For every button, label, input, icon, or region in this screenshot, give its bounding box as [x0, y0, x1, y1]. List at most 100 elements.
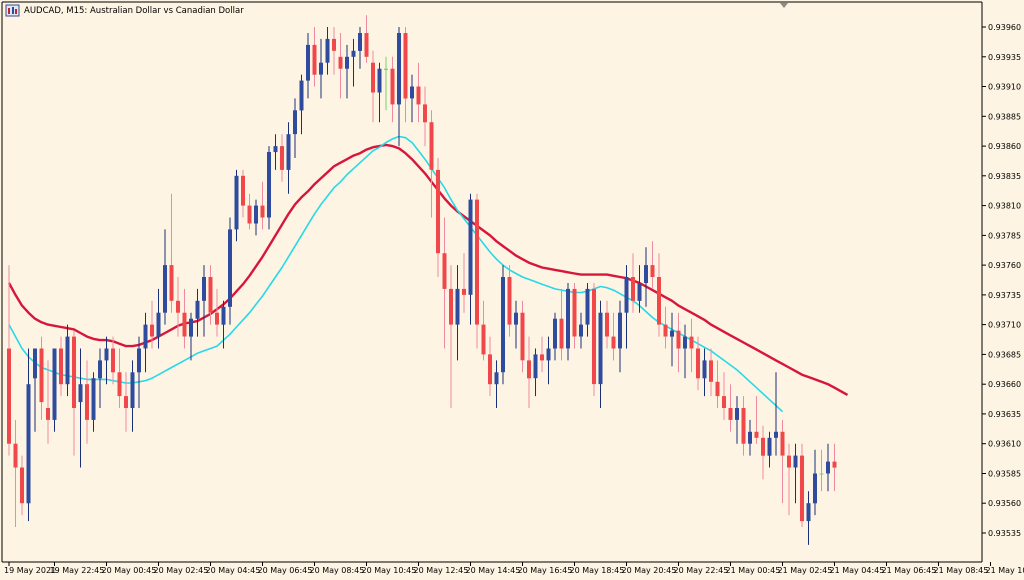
candle	[124, 372, 128, 432]
candle-body	[572, 288, 577, 337]
candle	[72, 330, 76, 456]
candle-body	[59, 348, 63, 385]
price-axis: 0.93960 0.93935 0.93910 0.93885 0.93860 0.938…	[982, 23, 1021, 538]
candle-body	[481, 324, 486, 355]
time-tick-label: 20 May 02:45	[154, 566, 209, 575]
candle	[325, 27, 330, 75]
candle-body	[767, 437, 772, 456]
candle	[410, 74, 414, 123]
candle-body	[644, 265, 648, 283]
chart-shift-marker[interactable]	[780, 3, 788, 8]
candle-body	[442, 253, 447, 289]
candle	[527, 336, 531, 408]
candle-body	[208, 277, 213, 313]
candle	[286, 122, 291, 194]
candle-body	[676, 330, 681, 349]
candle-body	[111, 348, 115, 373]
price-tick-label: 0.93810	[988, 202, 1021, 211]
candle	[650, 241, 655, 289]
candle-body	[787, 455, 791, 468]
candle-body	[657, 277, 661, 325]
time-tick-label: 20 May 08:45	[310, 566, 365, 575]
price-tick-label: 0.93760	[988, 261, 1021, 270]
candle-body	[728, 408, 733, 420]
candle-body	[293, 110, 297, 135]
price-tick-label: 0.93535	[988, 529, 1021, 538]
candle-body	[156, 312, 161, 337]
candle	[189, 312, 193, 361]
candle-body	[332, 38, 336, 51]
candle-body	[325, 38, 330, 63]
candle	[663, 306, 668, 349]
candle	[13, 419, 18, 527]
candle	[481, 300, 486, 361]
time-tick-label: 19 May 22:45	[50, 566, 105, 575]
candle	[319, 38, 323, 99]
candle-body	[345, 56, 349, 69]
candle-body	[78, 384, 83, 403]
time-tick-label: 20 May 10:45	[362, 566, 417, 575]
candles	[7, 15, 837, 545]
candle	[748, 419, 752, 456]
candle	[494, 360, 499, 408]
candle	[722, 372, 726, 420]
candle-body	[319, 62, 323, 75]
candle-body	[468, 199, 473, 295]
candle-body	[436, 169, 440, 254]
candle-body	[475, 199, 479, 325]
candle	[260, 181, 265, 230]
candle	[267, 146, 271, 230]
candle-body	[559, 318, 564, 349]
time-tick-label: 21 May 08:45	[934, 566, 989, 575]
candle-body	[423, 104, 427, 123]
candle	[358, 27, 362, 69]
candle-body	[618, 312, 622, 349]
candle-body	[696, 348, 700, 379]
candle	[65, 324, 70, 397]
price-tick-label: 0.93735	[988, 291, 1021, 300]
candle-body	[176, 300, 180, 313]
candle	[826, 443, 830, 492]
time-tick-label: 20 May 22:45	[674, 566, 729, 575]
candle	[384, 56, 388, 111]
candle	[670, 312, 674, 367]
candle-body	[202, 277, 206, 301]
candle	[735, 396, 739, 444]
candle-body	[540, 354, 544, 361]
candle-body	[65, 336, 70, 385]
price-tick-label: 0.93560	[988, 499, 1021, 508]
candle-body	[585, 288, 590, 325]
candle	[787, 443, 791, 516]
candle-body	[650, 265, 655, 277]
candle	[754, 396, 759, 444]
candle-body	[455, 288, 460, 325]
candle-body	[364, 33, 369, 57]
price-tick-label: 0.93635	[988, 410, 1021, 419]
candle	[585, 283, 590, 337]
price-tick-label: 0.93835	[988, 172, 1021, 181]
candle-body	[72, 336, 76, 408]
candle	[20, 455, 24, 516]
candle-body	[104, 348, 109, 361]
candle-body	[403, 33, 408, 99]
candle	[715, 360, 720, 408]
candle	[280, 134, 284, 182]
candle	[299, 74, 304, 135]
candle	[351, 38, 356, 87]
chart-header: AUDCAD, M15: Australian Dollar vs Canadi…	[5, 4, 244, 17]
candle-body	[260, 205, 265, 218]
time-tick-label: 20 May 04:45	[206, 566, 261, 575]
candle	[683, 324, 687, 379]
candle	[741, 396, 746, 456]
candle	[182, 288, 187, 349]
candle-body	[286, 134, 291, 170]
price-tick-label: 0.93860	[988, 142, 1021, 151]
candle	[436, 158, 440, 277]
candle	[273, 134, 278, 170]
price-tick-label: 0.93910	[988, 83, 1021, 92]
chart-window-icon[interactable]	[5, 4, 20, 17]
candle-body	[150, 324, 154, 337]
candle-body	[384, 68, 388, 70]
